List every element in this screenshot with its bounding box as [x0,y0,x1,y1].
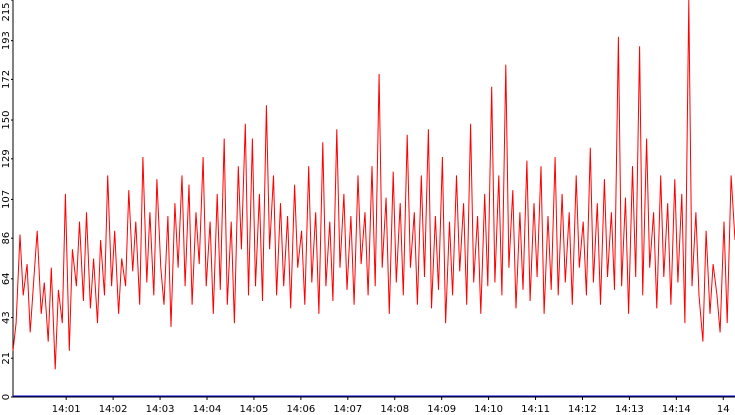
y-tick-label: 21 [1,352,12,365]
y-tick-label: 215 [1,2,12,21]
series-line [12,0,735,370]
y-tick-label: 107 [1,190,12,209]
x-tick-label: 14:04 [193,404,222,415]
x-tick-label: 14:13 [615,404,644,415]
y-axis-ticks: 0 21 43 64 86 107 129 150 172 193 215 [1,0,13,400]
x-tick-label: 14:10 [474,404,503,415]
x-tick-label: 14:12 [568,404,597,415]
x-tick-label: 14:06 [286,404,315,415]
x-tick-label: 14:01 [52,404,81,415]
y-tick-label: 172 [1,70,12,89]
x-tick-label: 14:03 [146,404,175,415]
y-tick-label: 0 [1,394,12,400]
x-tick-label: 14:05 [240,404,269,415]
y-tick-label: 86 [1,232,12,245]
x-tick-label: 14:09 [427,404,456,415]
y-tick-label: 193 [1,31,12,50]
x-tick-label: 14:07 [333,404,362,415]
x-tick-label: 14:14 [662,404,691,415]
x-tick-label: 14 [717,404,730,415]
y-tick-label: 150 [1,110,12,129]
x-axis-ticks: 14:01 14:02 14:03 14:04 14:05 14:06 14:07 14:08… [52,397,730,415]
x-tick-label: 14:02 [99,404,128,415]
x-tick-label: 14:11 [521,404,550,415]
x-tick-label: 14:08 [380,404,409,415]
y-tick-label: 129 [1,149,12,168]
y-tick-label: 64 [1,272,12,285]
y-tick-label: 43 [1,311,12,324]
